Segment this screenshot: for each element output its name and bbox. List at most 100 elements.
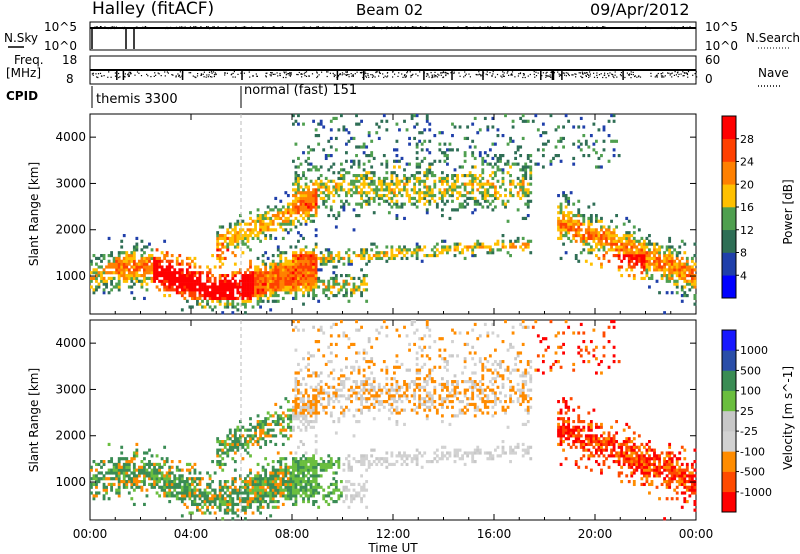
velocity-cell [241, 480, 245, 484]
power-cell [653, 251, 656, 255]
velocity-cell [281, 434, 285, 438]
velocity-cell [246, 451, 250, 455]
velocity-cell [208, 511, 212, 515]
power-cell [355, 285, 358, 289]
power-cell [663, 311, 666, 315]
power-cell [112, 256, 116, 261]
nave-point [626, 72, 628, 74]
power-cell [299, 265, 303, 269]
nave-point [230, 74, 232, 76]
power-cell [658, 262, 661, 266]
nave-point [634, 75, 636, 77]
power-cell [297, 268, 300, 272]
power-cell [105, 279, 108, 283]
nave-point [415, 73, 417, 75]
freq-label-line2: [MHz] [6, 66, 41, 80]
power-cell [218, 234, 222, 238]
power-cell [443, 188, 447, 192]
nave-point [596, 72, 598, 74]
power-cell [218, 296, 222, 301]
noise-search-point [286, 27, 289, 29]
power-cell [519, 188, 523, 192]
power-cell [382, 188, 386, 192]
power-cell [198, 285, 202, 289]
noise-search-point [382, 27, 385, 29]
power-cell [92, 271, 96, 275]
power-cell [279, 274, 283, 278]
nave-point [311, 73, 314, 75]
power-cell [284, 211, 288, 215]
power-cell [395, 139, 399, 143]
noise-search-point [221, 27, 223, 29]
power-cell [345, 274, 348, 278]
velocity-cell [271, 482, 275, 487]
power-cell [100, 265, 103, 269]
velocity-cell [266, 417, 270, 421]
power-cell [334, 136, 338, 141]
power-cell [226, 288, 230, 292]
velocity-cell [279, 471, 283, 475]
power-cell [178, 285, 182, 289]
power-cell [226, 294, 230, 298]
power-cell [526, 214, 530, 218]
power-cell [357, 159, 361, 163]
power-cell [360, 248, 363, 252]
power-cell [350, 294, 353, 298]
velocity-cell [201, 477, 204, 481]
power-cell [244, 234, 247, 238]
velocity-cell [122, 482, 126, 487]
power-cell [587, 205, 591, 209]
power-cell [206, 265, 209, 269]
power-cell [347, 139, 351, 143]
velocity-cell [175, 497, 179, 501]
power-cell [587, 154, 591, 158]
velocity-cell [198, 482, 202, 487]
power-cell [337, 185, 341, 189]
power-cell [120, 271, 124, 275]
nave-point [432, 76, 434, 78]
power-cell [213, 285, 217, 289]
power-cell [312, 194, 316, 198]
power-cell [279, 251, 283, 255]
velocity-cell [228, 502, 232, 507]
power-cell [607, 259, 611, 263]
power-cell [521, 191, 525, 195]
velocity-cell [289, 471, 293, 475]
power-cell [519, 185, 523, 189]
nave-point [351, 75, 353, 77]
nave-point [680, 73, 682, 75]
velocity-cell [218, 462, 222, 467]
power-cell [309, 276, 313, 281]
noise-search-point [386, 26, 388, 28]
power-cell [163, 288, 167, 292]
power-cell [398, 165, 401, 169]
velocity-cell [198, 471, 202, 475]
power-cell [289, 282, 293, 286]
power-cell [135, 271, 139, 275]
power-cell [390, 188, 394, 192]
power-cell [577, 211, 581, 215]
power-cell [564, 225, 568, 229]
power-cell [304, 196, 308, 201]
power-cell [188, 282, 192, 286]
power-cell [554, 128, 558, 132]
noise-search-point [278, 27, 280, 29]
velocity-cell [117, 468, 121, 472]
power-cell [602, 236, 606, 241]
power-cell [314, 265, 318, 269]
velocity-cell [292, 462, 295, 467]
power-cell [271, 208, 275, 212]
power-cell [216, 236, 220, 241]
power-cell [231, 236, 235, 241]
velocity-cell [208, 474, 212, 478]
power-cell [463, 174, 467, 178]
power-cell [413, 185, 417, 189]
power-cell [100, 276, 103, 281]
power-cell [309, 268, 313, 272]
power-cell [284, 222, 288, 226]
power-cell [425, 114, 429, 118]
velocity-cell [238, 491, 242, 495]
velocity-cell [203, 494, 207, 498]
velocity-cell [211, 488, 215, 492]
power-cell [299, 205, 303, 209]
